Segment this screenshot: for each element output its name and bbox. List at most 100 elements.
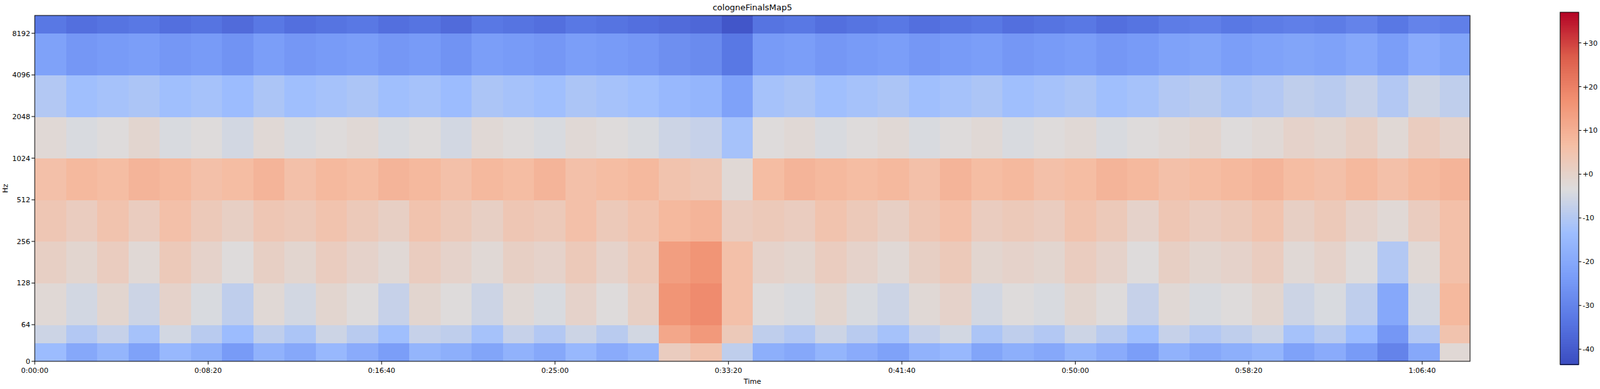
cell	[690, 199, 722, 242]
cell	[1127, 33, 1159, 76]
cell	[658, 324, 691, 343]
colorbar-tick	[1578, 129, 1582, 131]
cell	[815, 199, 847, 242]
cell	[1345, 74, 1378, 117]
cell	[34, 241, 67, 284]
cell	[471, 74, 504, 117]
cell	[221, 74, 254, 117]
cell	[346, 158, 379, 201]
cell	[846, 116, 879, 159]
cell	[1189, 324, 1222, 343]
cell	[939, 241, 972, 284]
cell	[1189, 199, 1222, 242]
x-tick-label: 0:08:20	[194, 366, 222, 375]
cell	[846, 158, 879, 201]
cell	[471, 199, 504, 242]
cell	[1377, 158, 1409, 201]
cell	[533, 33, 566, 76]
cell	[1251, 158, 1284, 201]
cell	[1439, 33, 1471, 76]
cell	[1002, 158, 1034, 201]
cell	[1096, 324, 1128, 343]
cell	[784, 324, 816, 343]
cell	[721, 158, 754, 201]
cell	[1158, 199, 1191, 242]
cell	[1439, 241, 1471, 284]
cell	[1189, 15, 1222, 34]
cell	[1408, 199, 1440, 242]
cell	[565, 158, 598, 201]
cell	[1158, 342, 1191, 361]
cell	[1064, 282, 1097, 325]
cell	[1439, 199, 1471, 242]
cell	[97, 324, 129, 343]
cell	[284, 74, 316, 117]
cell	[909, 324, 941, 343]
colorbar-tick	[1578, 86, 1582, 87]
x-tick	[1075, 360, 1076, 365]
y-tick-label: 512	[16, 195, 31, 204]
cell	[877, 241, 910, 284]
cell	[846, 324, 879, 343]
colorbar-tick-label: +30	[1582, 39, 1598, 48]
cell	[1377, 33, 1409, 76]
cell	[34, 116, 67, 159]
cell	[1314, 282, 1346, 325]
cell	[565, 282, 598, 325]
cell	[97, 74, 129, 117]
cell	[1064, 241, 1097, 284]
cell	[784, 15, 816, 34]
cell	[627, 342, 660, 361]
cell	[1283, 199, 1315, 242]
cell	[721, 15, 754, 34]
cell	[815, 158, 847, 201]
cell	[909, 282, 941, 325]
cell	[34, 33, 67, 76]
cell	[627, 241, 660, 284]
cell	[533, 342, 566, 361]
y-tick-label: 128	[16, 278, 31, 287]
cell	[658, 15, 691, 34]
cell	[846, 15, 879, 34]
cell	[877, 74, 910, 117]
cell	[846, 74, 879, 117]
cell	[596, 241, 628, 284]
cell	[284, 116, 316, 159]
cell	[503, 15, 535, 34]
cell	[378, 324, 410, 343]
colorbar-tick	[1578, 42, 1582, 44]
cell	[471, 241, 504, 284]
y-tick	[31, 240, 35, 242]
cell	[1314, 33, 1346, 76]
cell	[1158, 74, 1191, 117]
cell	[815, 33, 847, 76]
colorbar-tick	[1578, 261, 1582, 262]
cell	[221, 241, 254, 284]
cell	[128, 199, 161, 242]
cell	[221, 158, 254, 201]
cell	[221, 116, 254, 159]
cell	[1221, 282, 1253, 325]
x-tick	[1421, 360, 1423, 365]
y-tick	[31, 32, 35, 34]
cell	[1408, 282, 1440, 325]
cell	[1002, 282, 1034, 325]
cell	[378, 342, 410, 361]
cell	[503, 116, 535, 159]
x-tick-label: 1:06:40	[1408, 366, 1436, 375]
cell	[66, 324, 98, 343]
cell	[1033, 324, 1066, 343]
cell	[66, 342, 98, 361]
cell	[1283, 342, 1315, 361]
cell	[1189, 74, 1222, 117]
cell	[752, 158, 785, 201]
cell	[1127, 342, 1159, 361]
colorbar-tick	[1578, 304, 1582, 306]
cell	[690, 282, 722, 325]
cell	[409, 74, 441, 117]
cell	[253, 342, 286, 361]
cell	[752, 282, 785, 325]
cell	[596, 282, 628, 325]
cell	[752, 199, 785, 242]
cell	[565, 74, 598, 117]
